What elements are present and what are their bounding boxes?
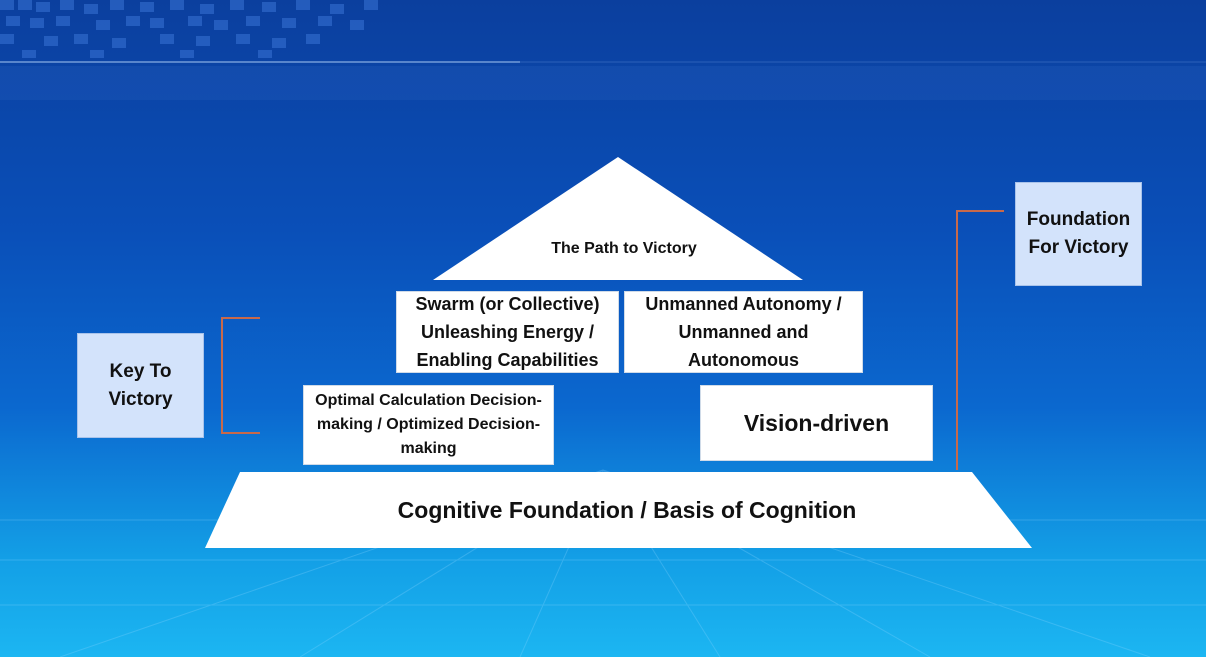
base-trapezoid (205, 472, 1032, 548)
pixel-pattern (0, 0, 378, 58)
lower-right-text: Vision-driven (743, 409, 890, 436)
key-to-victory-text: Key To Victory (108, 360, 173, 410)
left-bracket-connector (221, 317, 260, 434)
key-to-victory-box: Key To Victory (77, 333, 204, 438)
lower-left-text: Optimal Calculation Decision-making / Op… (315, 392, 542, 457)
middle-right-text: Unmanned Autonomy / Unmanned and Autonom… (645, 294, 842, 370)
middle-left-box: Swarm (or Collective) Unleashing Energy … (396, 291, 619, 373)
base-label: Cognitive Foundation / Basis of Cognitio… (397, 496, 857, 523)
apex-triangle (433, 157, 803, 280)
lower-left-box: Optimal Calculation Decision-making / Op… (303, 385, 554, 465)
lower-right-box: Vision-driven (700, 385, 933, 461)
right-connector (956, 210, 1004, 470)
foundation-for-victory-box: Foundation For Victory (1015, 182, 1142, 286)
foundation-for-victory-text: Foundation For Victory (1026, 209, 1131, 258)
middle-left-text: Swarm (or Collective) Unleashing Energy … (415, 294, 600, 370)
middle-right-box: Unmanned Autonomy / Unmanned and Autonom… (624, 291, 863, 373)
apex-label: The Path to Victory (551, 240, 697, 257)
